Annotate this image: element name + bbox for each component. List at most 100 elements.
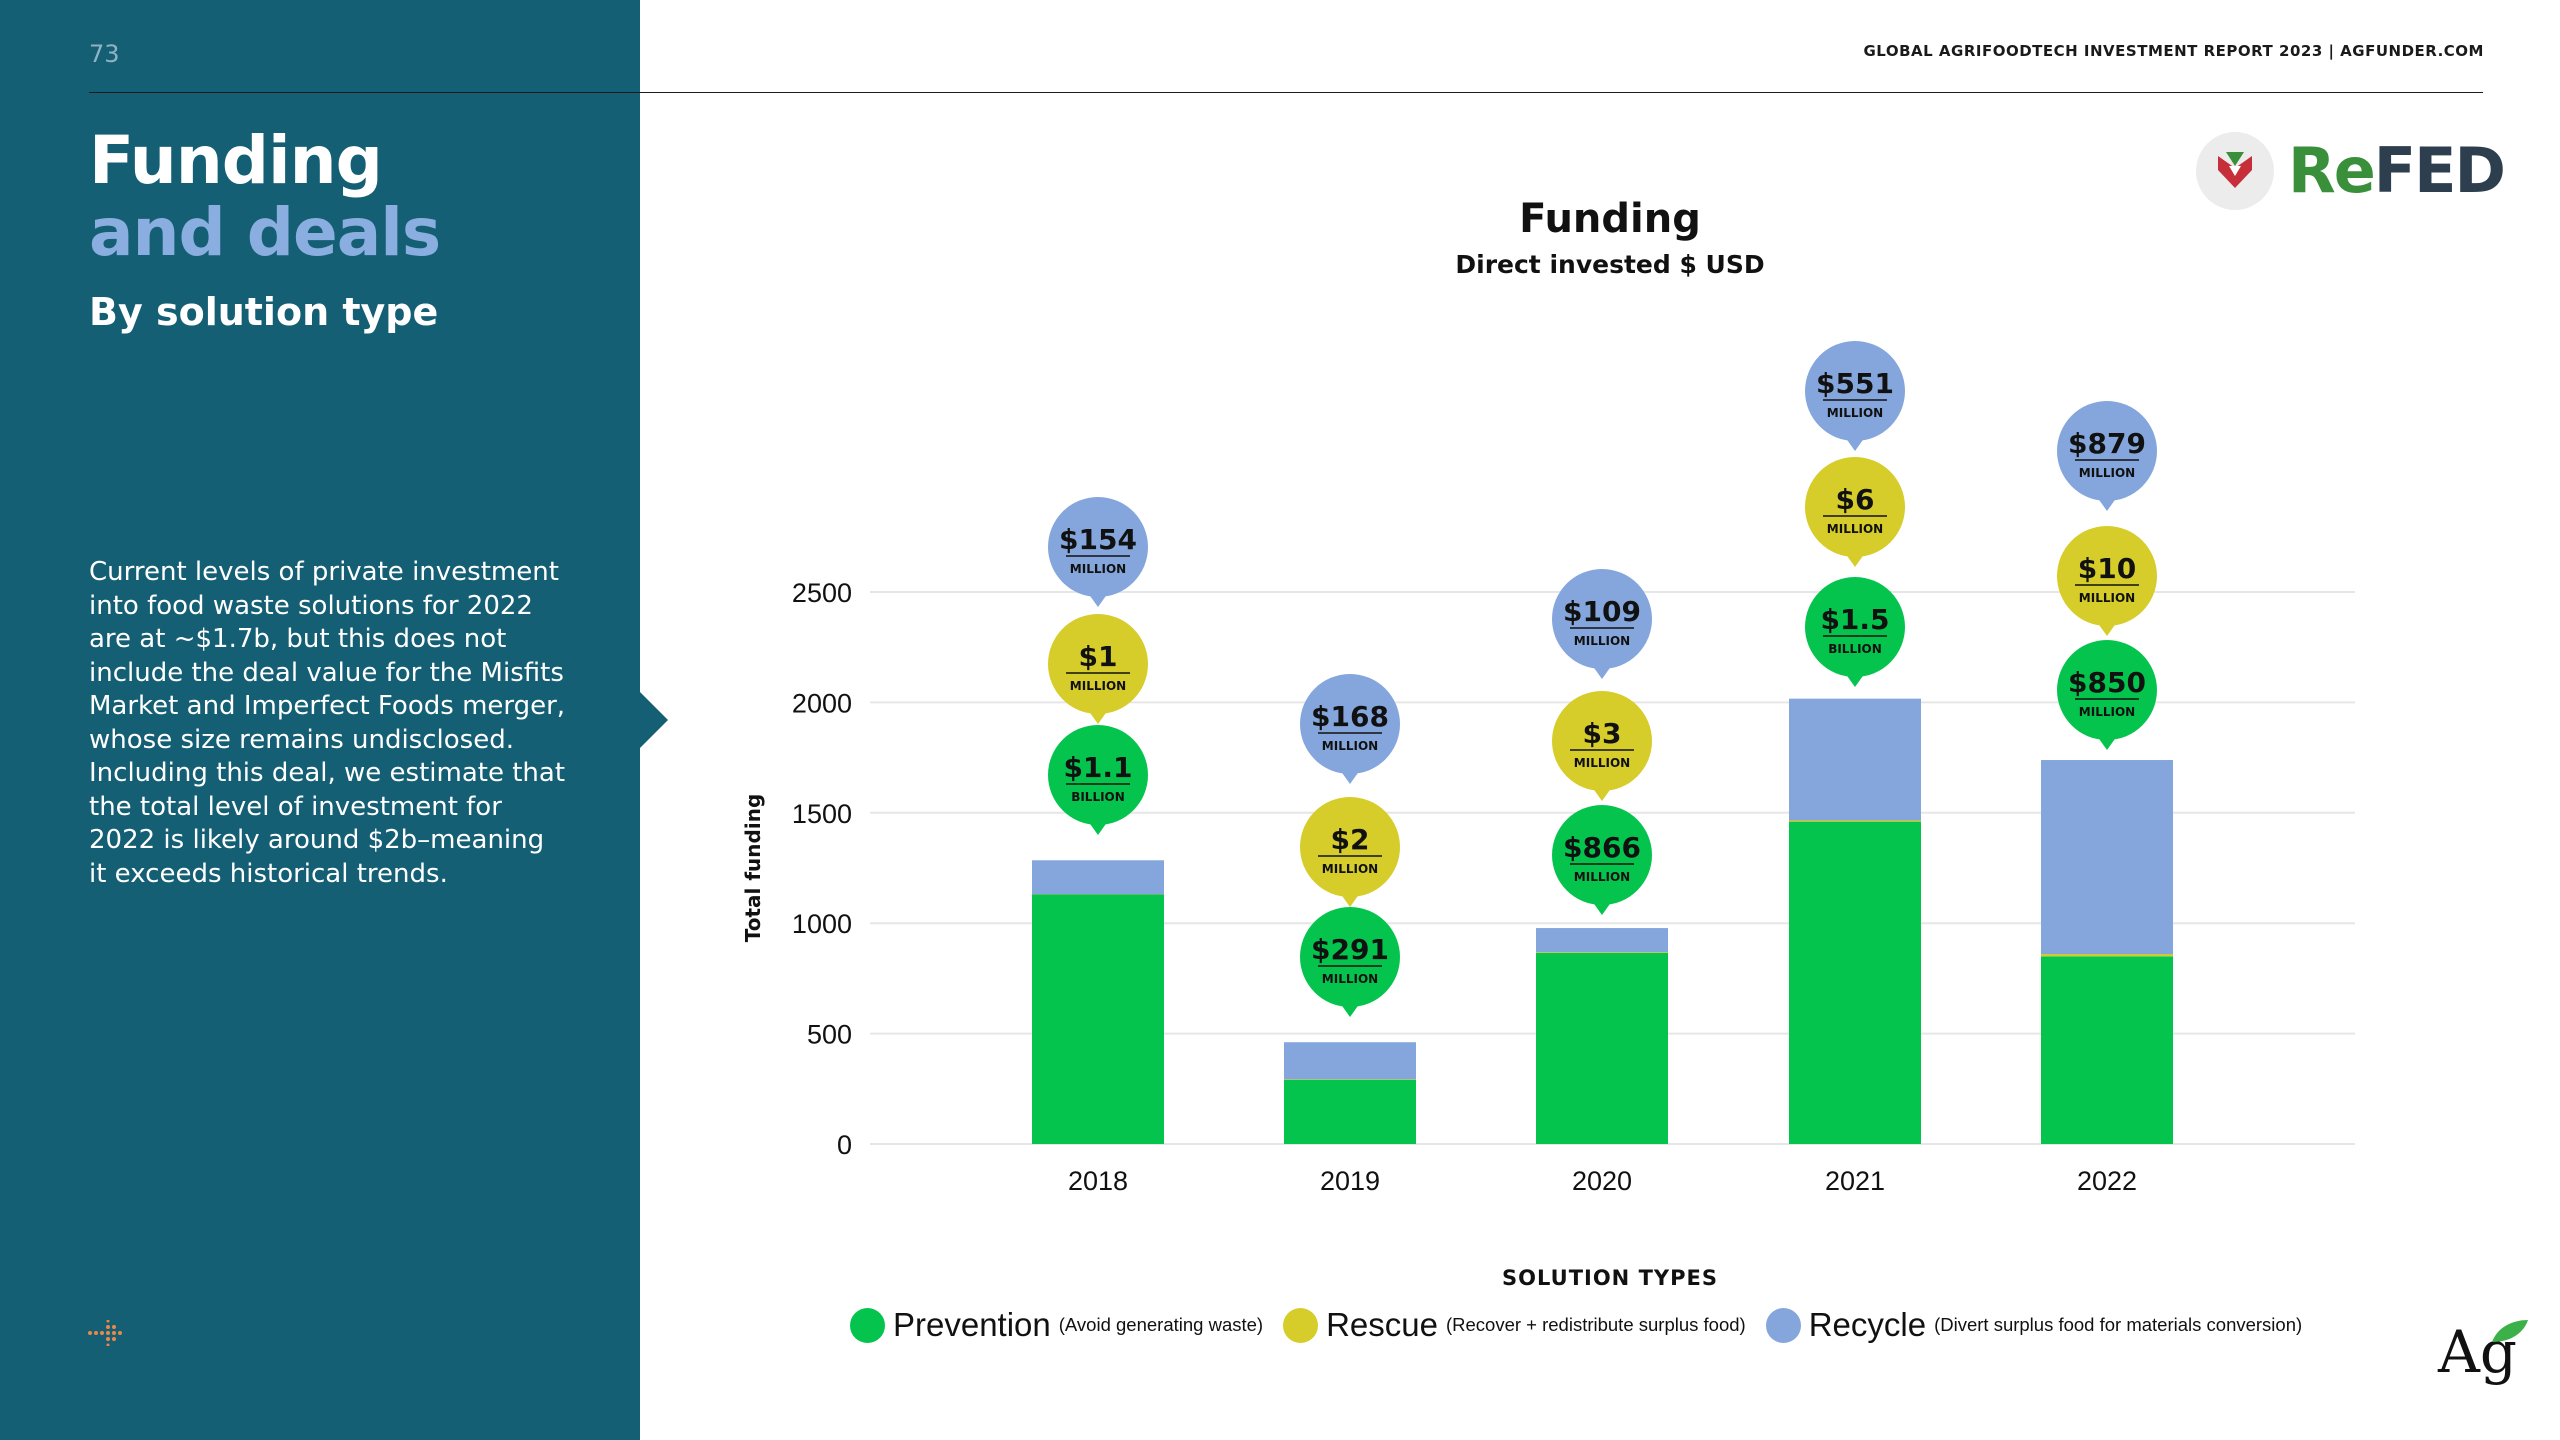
page-title-line2: and deals (89, 194, 441, 271)
bar-recycle (1284, 1042, 1416, 1080)
bubble-pointer (2097, 622, 2117, 636)
legend-item-rescue: Rescue (Recover + redistribute surplus f… (1283, 1306, 1746, 1344)
bubble-unit-label: MILLION (1574, 870, 1630, 884)
legend-dot-prevention (850, 1307, 885, 1343)
bubble-pointer (1088, 710, 1108, 724)
bubble-unit-label: MILLION (1322, 862, 1378, 876)
bubble-value-label: $551 (1816, 367, 1894, 400)
bubble-value-label: $291 (1311, 933, 1389, 966)
x-tick-label: 2018 (1068, 1166, 1128, 1196)
bar-recycle (1789, 698, 1921, 821)
refed-re: Re (2288, 134, 2376, 207)
x-tick-label: 2020 (1572, 1166, 1632, 1196)
bubble-pointer (1845, 673, 1865, 687)
y-axis-label: Total funding (741, 794, 765, 943)
bubble-value-label: $1.1 (1063, 751, 1132, 784)
y-tick-label: 500 (807, 1020, 852, 1050)
bubble-unit-label: MILLION (1070, 562, 1126, 576)
bar-prevention (1789, 821, 1921, 1144)
bubble-value-label: $154 (1059, 523, 1137, 556)
value-bubble-prevention (1552, 805, 1652, 905)
legend-desc: (Recover + redistribute surplus food) (1445, 1314, 1746, 1335)
x-tick-label: 2022 (2077, 1166, 2137, 1196)
value-bubble-rescue (1300, 797, 1400, 897)
bubble-pointer (1592, 787, 1612, 801)
value-bubble-prevention (1805, 577, 1905, 677)
bar-prevention (1032, 894, 1164, 1144)
bubble-value-label: $1 (1079, 640, 1118, 673)
value-bubble-recycle (1805, 341, 1905, 441)
value-bubble-rescue (1552, 691, 1652, 791)
chart-subtitle: Direct invested $ USD (1455, 250, 1765, 279)
bar-recycle (2041, 760, 2173, 955)
bubble-unit-label: MILLION (2079, 466, 2135, 480)
x-tick-label: 2019 (1320, 1166, 1380, 1196)
bubble-pointer (1845, 553, 1865, 567)
bubble-value-label: $3 (1583, 717, 1622, 750)
legend-name: Rescue (1326, 1306, 1438, 1343)
bubble-pointer (1845, 437, 1865, 451)
value-bubble-rescue (1805, 457, 1905, 557)
header-rule (89, 92, 2483, 93)
bubble-pointer (1340, 1003, 1360, 1017)
legend-title: SOLUTION TYPES (1502, 1266, 1718, 1290)
bar-prevention (1536, 952, 1668, 1144)
bubble-pointer (1592, 901, 1612, 915)
bubble-pointer (1088, 821, 1108, 835)
legend-dot-rescue (1283, 1307, 1319, 1343)
legend-item-recycle: Recycle (Divert surplus food for materia… (1765, 1306, 2303, 1344)
bubble-unit-label: MILLION (1574, 634, 1630, 648)
bubble-unit-label: BILLION (1071, 790, 1125, 804)
legend-desc: (Divert surplus food for materials conve… (1934, 1314, 2303, 1335)
value-bubble-recycle (2057, 401, 2157, 501)
bubble-unit-label: MILLION (1574, 756, 1630, 770)
value-bubble-recycle (1552, 569, 1652, 669)
bubble-unit-label: MILLION (2079, 591, 2135, 605)
bar-prevention (2041, 956, 2173, 1144)
value-bubble-prevention (1048, 725, 1148, 825)
bubble-value-label: $866 (1563, 831, 1641, 864)
bubble-unit-label: MILLION (1827, 522, 1883, 536)
bar-rescue (2041, 953, 2173, 957)
refed-wordmark: ReFED (2288, 134, 2506, 207)
bubble-value-label: $168 (1311, 700, 1389, 733)
value-bubble-recycle (1048, 497, 1148, 597)
bubble-pointer (1340, 893, 1360, 907)
bubble-value-label: $2 (1331, 823, 1370, 856)
value-bubble-rescue (2057, 526, 2157, 626)
bubble-pointer (1088, 593, 1108, 607)
bubble-pointer (1592, 665, 1612, 679)
bubble-unit-label: BILLION (1828, 642, 1882, 656)
page-number: 73 (89, 40, 120, 68)
chart-legend: Prevention (Avoid generating waste) Resc… (850, 1306, 2322, 1344)
bubble-unit-label: MILLION (1070, 679, 1126, 693)
bubble-value-label: $879 (2068, 427, 2146, 460)
bubble-pointer (1340, 770, 1360, 784)
page-title-line1: Funding (89, 122, 383, 199)
sidebar-pointer (640, 692, 668, 748)
value-bubble-prevention (2057, 640, 2157, 740)
value-bubble-prevention (1300, 907, 1400, 1007)
legend-name: Prevention (893, 1306, 1051, 1343)
y-tick-label: 2000 (792, 688, 852, 718)
bar-recycle (1032, 860, 1164, 895)
value-bubble-recycle (1300, 674, 1400, 774)
page-subtitle: By solution type (89, 290, 439, 334)
y-tick-label: 1500 (792, 799, 852, 829)
bubble-unit-label: MILLION (1827, 406, 1883, 420)
body-paragraph: Current levels of private investment int… (89, 557, 566, 889)
bubble-value-label: $6 (1836, 483, 1875, 516)
bubble-unit-label: MILLION (1322, 739, 1378, 753)
x-tick-label: 2021 (1825, 1166, 1885, 1196)
bubble-value-label: $850 (2068, 666, 2146, 699)
bubble-unit-label: MILLION (2079, 705, 2135, 719)
y-tick-label: 0 (837, 1130, 852, 1160)
legend-name: Recycle (1808, 1306, 1927, 1343)
bubble-unit-label: MILLION (1322, 972, 1378, 986)
bubble-value-label: $1.5 (1820, 603, 1889, 636)
refed-fed: FED (2373, 134, 2506, 207)
bubble-value-label: $109 (1563, 595, 1641, 628)
dots-arrow-icon (88, 1320, 122, 1346)
legend-desc: (Avoid generating waste) (1058, 1314, 1264, 1335)
bubble-pointer (2097, 497, 2117, 511)
